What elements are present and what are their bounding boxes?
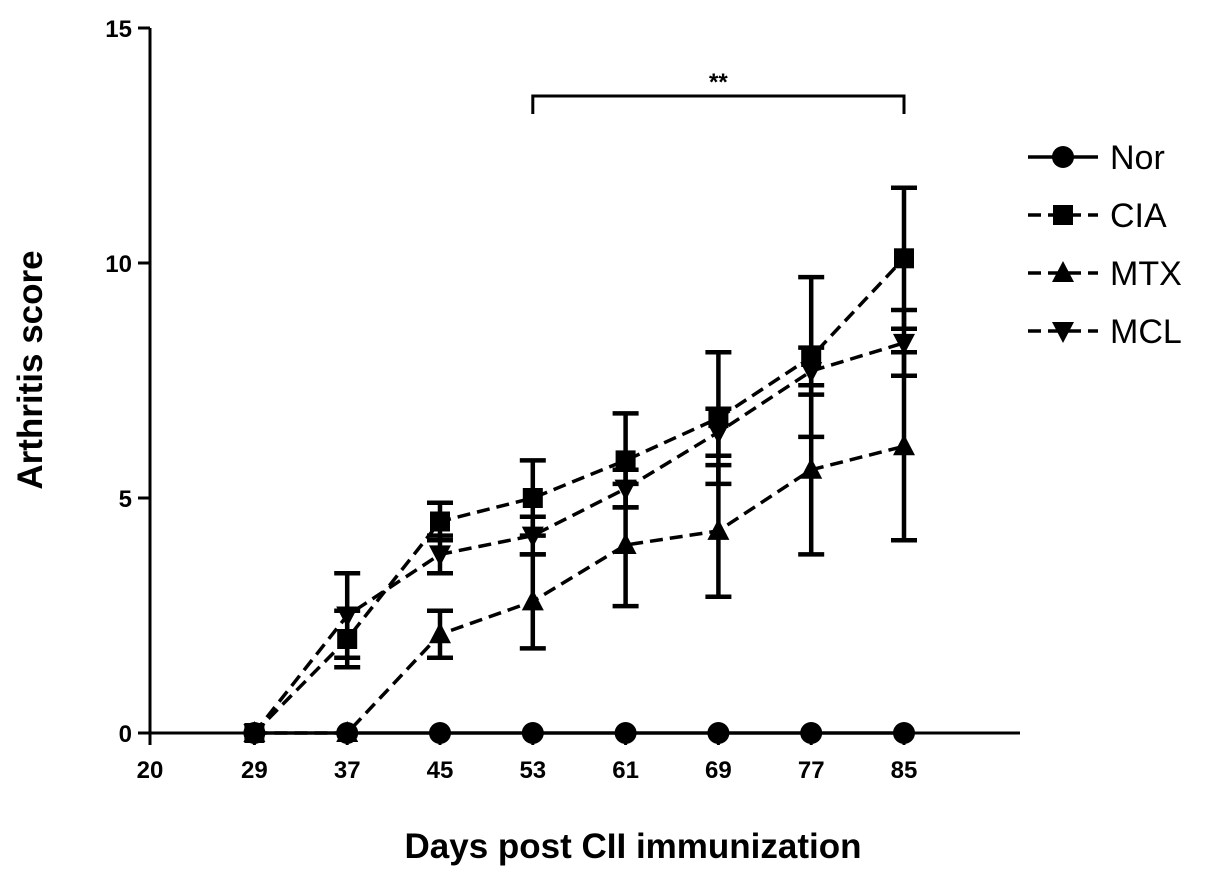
y-axis-title: Arthritis score [11, 250, 50, 489]
legend-label-nor: Nor [1110, 139, 1165, 177]
significance-bracket [531, 94, 906, 114]
legend-label-cia: CIA [1110, 197, 1167, 235]
data-point-mcl [521, 526, 544, 548]
legend-marker-nor [1052, 146, 1074, 168]
legend-marker-mtx [1052, 261, 1074, 282]
x-tick-label: 45 [427, 757, 454, 784]
data-point-cia [430, 511, 450, 532]
x-tick-label: 69 [705, 757, 732, 784]
plot-area: 0 5 10 15 20 29 37 45 53 61 69 77 85 ** [105, 16, 1020, 784]
data-point-mcl [336, 606, 359, 628]
data-point-nor [429, 722, 451, 744]
data-point-nor [893, 722, 915, 744]
data-point-mtx [893, 434, 915, 456]
data-point-nor [707, 722, 730, 744]
data-point-mtx [336, 721, 359, 742]
x-tick-label: 61 [612, 757, 639, 784]
x-tick-label: 20 [137, 757, 164, 784]
significance-annotation: ** [531, 69, 906, 114]
data-point-mtx [614, 533, 637, 554]
legend-item-mcl: MCL [1028, 313, 1182, 351]
data-point-mcl [614, 479, 637, 501]
data-point-mtx [707, 518, 730, 540]
legend-item-nor: Nor [1028, 139, 1165, 177]
data-point-nor [800, 722, 823, 744]
y-tick-label: 5 [119, 486, 132, 513]
legend-item-cia: CIA [1028, 197, 1167, 235]
data-point-nor [614, 722, 637, 744]
data-point-mcl [707, 423, 730, 445]
x-tick-label: 85 [891, 757, 918, 784]
data-point-mtx [521, 589, 544, 611]
legend: Nor CIA MTX MCL [1028, 139, 1182, 351]
x-tick-label: 53 [519, 757, 546, 784]
legend-marker-cia [1053, 205, 1073, 225]
data-point-mtx [800, 457, 823, 479]
legend-label-mcl: MCL [1110, 313, 1182, 351]
legend-label-mtx: MTX [1110, 255, 1182, 293]
legend-item-mtx: MTX [1028, 255, 1182, 293]
significance-label: ** [709, 69, 728, 96]
data-point-mcl [429, 545, 451, 567]
y-tick-label: 10 [105, 251, 132, 278]
data-point-mcl [243, 724, 266, 745]
y-tick-label: 15 [105, 16, 132, 43]
data-point-cia [615, 450, 636, 471]
series-line-mcl [253, 341, 905, 735]
series-layer [243, 185, 917, 745]
data-point-mtx [429, 622, 451, 644]
series-mcl [243, 307, 917, 745]
series-line-cia [253, 257, 906, 735]
legend-marker-mcl [1052, 322, 1074, 343]
series-mtx [243, 350, 917, 742]
data-point-cia [894, 248, 914, 269]
x-tick-label: 37 [334, 757, 361, 784]
x-axis-title: Days post CII immunization [405, 827, 862, 866]
x-tick-label: 29 [241, 757, 268, 784]
x-tick-label: 77 [798, 757, 825, 784]
y-axis-ticks: 0 5 10 15 [105, 16, 150, 748]
data-point-mcl [800, 362, 823, 384]
data-point-mcl [893, 333, 915, 355]
series-line-mtx [254, 444, 905, 735]
data-point-cia [522, 488, 543, 508]
data-point-nor [521, 722, 544, 744]
y-tick-label: 0 [119, 721, 132, 748]
